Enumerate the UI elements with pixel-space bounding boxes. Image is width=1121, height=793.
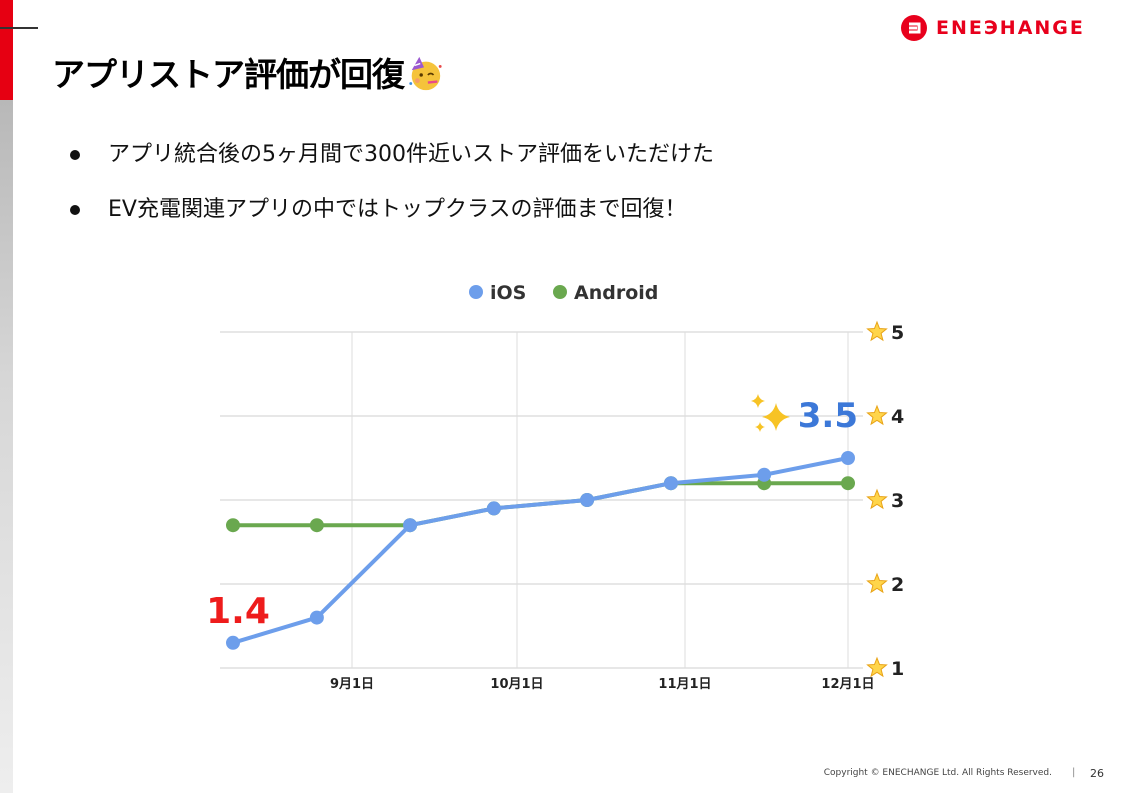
y-tick-label: 4	[891, 406, 904, 428]
legend-label: Android	[574, 282, 658, 304]
y-tick-label: 1	[891, 658, 904, 680]
bullet-item: EV充電関連アプリの中ではトップクラスの評価まで回復！	[70, 195, 714, 225]
star-icon	[866, 404, 888, 426]
page-title: アプリストア評価が回復	[52, 48, 444, 96]
bullet-item: アプリ統合後の5ヶ月間で300件近いストア評価をいただけた	[70, 140, 714, 170]
annotation-start-label: 1.4	[206, 591, 270, 632]
x-tick-label: 9月1日	[330, 677, 374, 692]
brand-name: ENEЭHANGE	[936, 17, 1085, 39]
top-rule	[0, 27, 38, 29]
side-gradient-bar	[0, 100, 13, 793]
data-point	[757, 467, 772, 482]
data-point	[226, 518, 240, 533]
star-icon	[866, 488, 888, 510]
data-point	[226, 635, 240, 650]
partying-face-icon	[409, 56, 442, 91]
annotation-end-label: 3.5	[798, 396, 858, 436]
star-icon	[866, 656, 888, 678]
bullet-dot-icon	[70, 205, 80, 215]
star-icon	[866, 572, 888, 594]
footer-copyright: Copyright © ENECHANGE Ltd. All Rights Re…	[823, 768, 1052, 778]
data-point	[663, 476, 678, 491]
data-point	[486, 501, 501, 516]
bullet-dot-icon	[70, 150, 80, 160]
data-point	[309, 518, 324, 533]
enechange-logo-icon	[901, 15, 927, 41]
x-tick-label: 12月1日	[821, 677, 874, 692]
sparkles-icon	[751, 394, 790, 432]
data-point	[403, 518, 418, 533]
page-title-text: アプリストア評価が回復	[52, 55, 405, 94]
data-point	[841, 476, 855, 491]
legend-marker	[553, 285, 567, 299]
legend-marker	[469, 285, 483, 299]
legend-label: iOS	[490, 282, 526, 304]
x-tick-label: 11月1日	[658, 677, 711, 692]
data-point	[580, 493, 595, 507]
bullet-text: アプリ統合後の5ヶ月間で300件近いストア評価をいただけた	[108, 142, 714, 167]
bullet-list: アプリ統合後の5ヶ月間で300件近いストア評価をいただけた EV充電関連アプリの…	[70, 140, 714, 250]
star-icon	[866, 320, 888, 342]
brand-logo: ENEЭHANGE	[900, 14, 1085, 42]
y-tick-label: 5	[891, 322, 904, 344]
y-tick-label: 2	[891, 574, 904, 596]
y-tick-label: 3	[891, 490, 904, 512]
bullet-text: EV充電関連アプリの中ではトップクラスの評価まで回復！	[108, 197, 687, 222]
footer-separator: |	[1072, 767, 1076, 778]
x-tick-label: 10月1日	[490, 677, 543, 692]
data-point	[309, 610, 324, 625]
accent-bar	[0, 0, 13, 100]
data-point	[841, 451, 855, 465]
page-number: 26	[1090, 767, 1104, 780]
series-line	[232, 456, 849, 645]
ratings-line-chart: 9月1日 10月1日 11月1日 12月1日 5 4 3 2 1 iOS Android 1.4 3.5	[206, 282, 904, 692]
